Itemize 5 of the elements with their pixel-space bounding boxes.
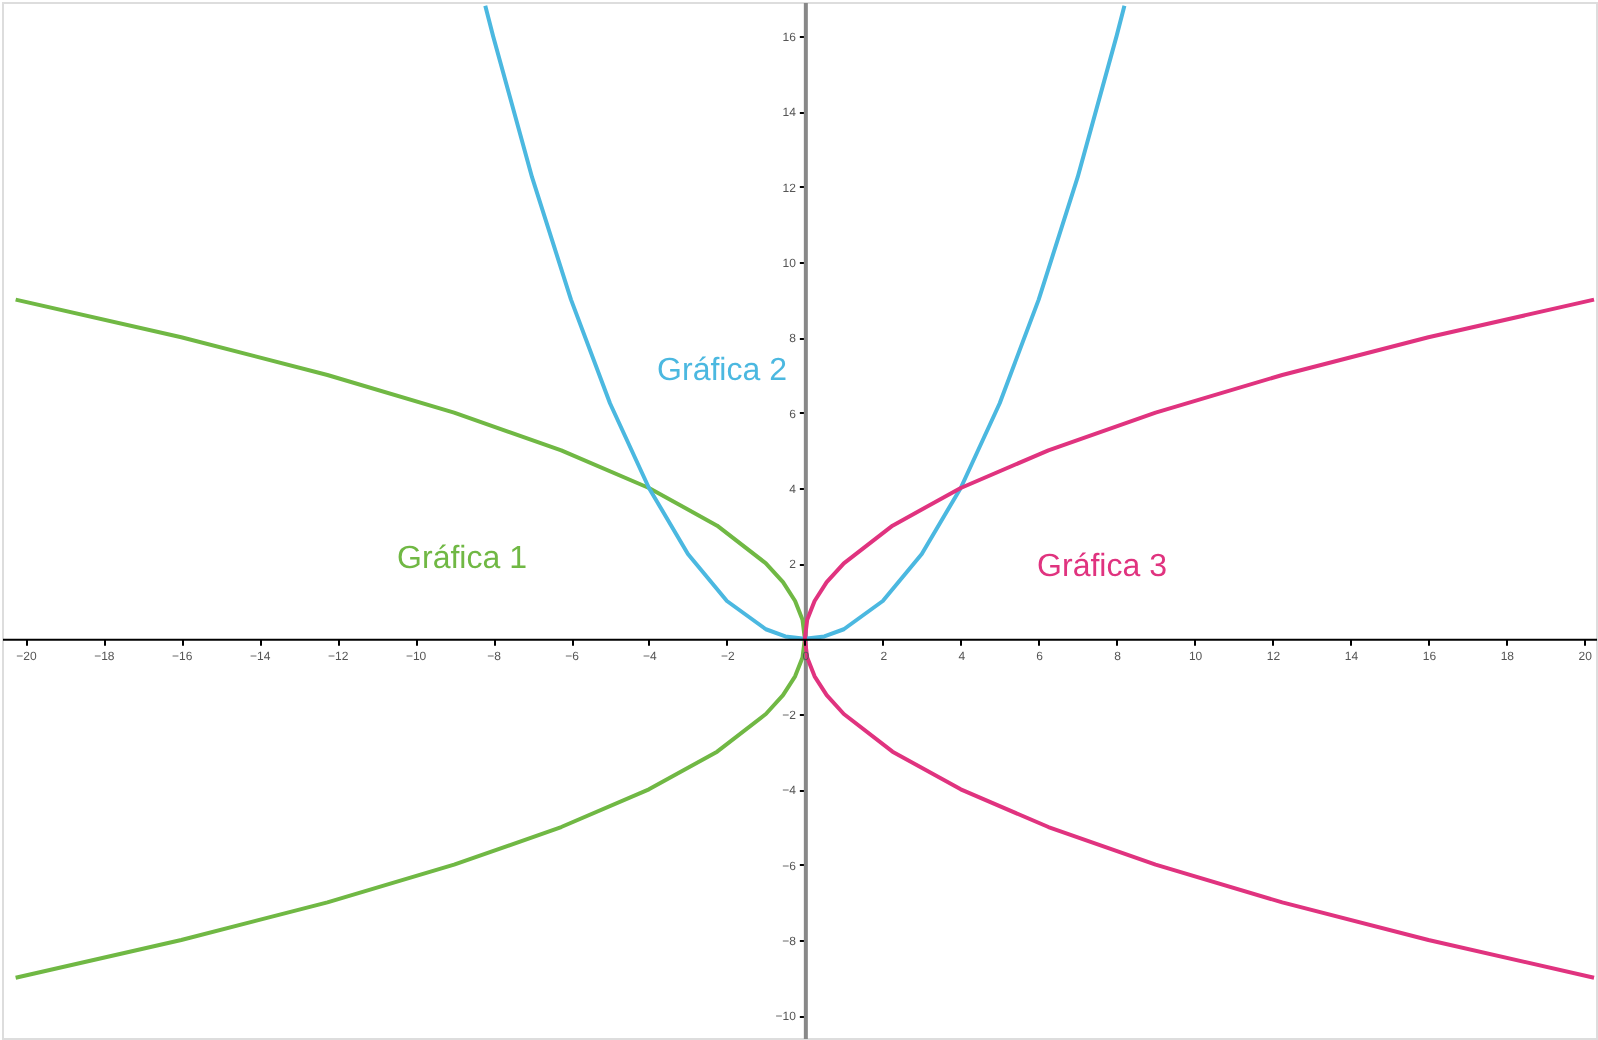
line-series [802,297,1596,980]
text: Gráfica 3 [1037,550,1168,584]
line-series [13,297,807,980]
series-label: Gráfica 2 [657,354,788,388]
text: Gráfica 1 [397,542,528,576]
